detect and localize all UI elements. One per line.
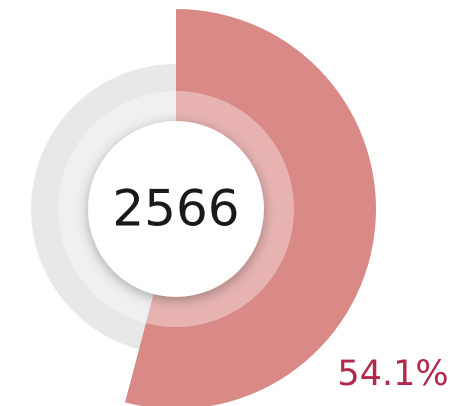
value-label: 54.1% (337, 354, 448, 394)
center-label: 2566 (112, 180, 239, 238)
gauge (31, 9, 376, 406)
inner-ring (58, 91, 294, 327)
center-disc (88, 121, 264, 297)
